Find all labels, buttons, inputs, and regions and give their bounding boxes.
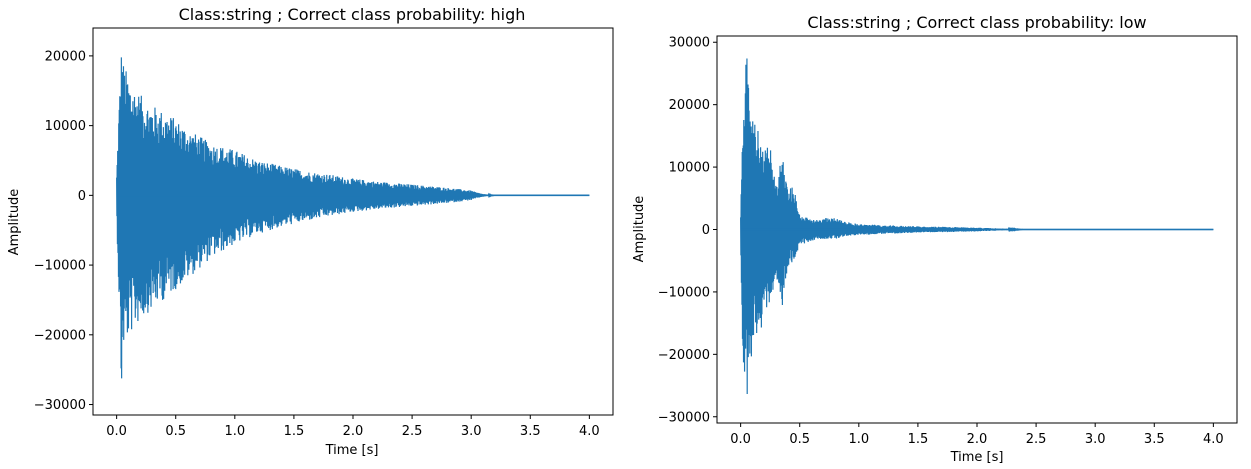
x-tick-label: 2.0 [343,424,364,439]
x-tick-label: 0.0 [730,432,751,447]
x-tick-label: 1.5 [908,432,929,447]
y-tick-label: 30000 [669,36,710,51]
x-tick-label: 1.0 [224,424,245,439]
left-plot-title: Class:string ; Correct class probability… [179,5,526,24]
left-plot-area [116,57,590,379]
x-tick-label: 3.0 [1085,432,1106,447]
left-y-ticks: −30000 −20000 −10000 0 10000 20000 [34,49,93,413]
y-tick-label: 10000 [45,119,86,134]
x-tick-label: 0.0 [106,424,127,439]
right-x-ticks: 0.0 0.5 1.0 1.5 2.0 2.5 3.0 3.5 4.0 [730,423,1224,447]
y-tick-label: 20000 [45,49,86,64]
y-tick-label: −30000 [34,398,86,413]
y-tick-label: −20000 [34,328,86,343]
x-tick-label: 3.0 [461,424,482,439]
x-tick-label: 0.5 [165,424,186,439]
right-x-axis-label: Time [s] [950,450,1004,465]
left-x-ticks: 0.0 0.5 1.0 1.5 2.0 2.5 3.0 3.5 4.0 [106,415,600,439]
y-tick-label: −20000 [658,348,710,363]
x-tick-label: 3.5 [520,424,541,439]
x-tick-label: 4.0 [1203,432,1224,447]
x-tick-label: 1.5 [284,424,305,439]
y-tick-label: −10000 [34,259,86,274]
y-tick-label: 0 [702,223,710,238]
x-tick-label: 4.0 [579,424,600,439]
left-y-axis-label: Amplitude [7,189,22,256]
x-tick-label: 1.0 [848,432,869,447]
right-subplot: Class:string ; Correct class probability… [632,13,1238,465]
right-plot-title: Class:string ; Correct class probability… [807,13,1146,32]
right-y-axis-label: Amplitude [632,196,647,263]
y-tick-label: −10000 [658,285,710,300]
x-tick-label: 0.5 [789,432,810,447]
x-tick-label: 3.5 [1144,432,1165,447]
y-tick-label: 10000 [669,161,710,176]
y-tick-label: 0 [78,189,86,204]
left-subplot: Class:string ; Correct class probability… [7,5,614,458]
right-y-ticks: −30000 −20000 −10000 0 10000 20000 30000 [658,36,717,425]
x-tick-label: 2.5 [1026,432,1047,447]
left-x-axis-label: Time [s] [325,443,379,458]
y-tick-label: −30000 [658,410,710,425]
y-tick-label: 20000 [669,98,710,113]
x-tick-label: 2.0 [967,432,988,447]
right-plot-area [740,58,1214,395]
x-tick-label: 2.5 [402,424,423,439]
